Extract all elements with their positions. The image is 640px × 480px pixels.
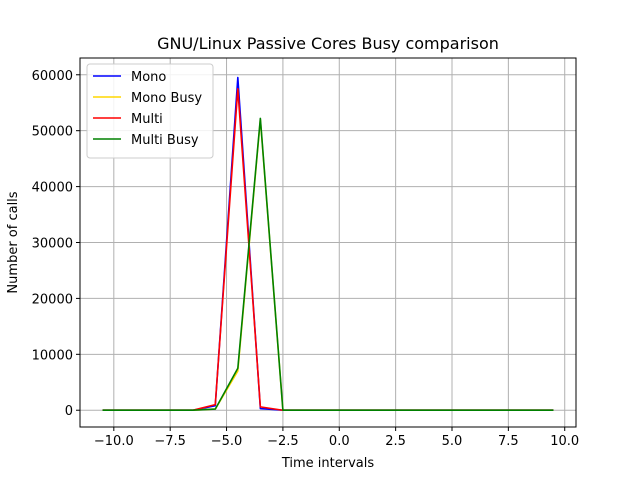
- y-tick-label: 50000: [32, 125, 73, 140]
- legend-label: Mono Busy: [131, 91, 202, 106]
- x-tick-label: −2.5: [267, 434, 299, 449]
- x-tick-label: 0.0: [329, 434, 350, 449]
- y-tick-label: 10000: [32, 348, 73, 363]
- x-tick-label: 2.5: [385, 434, 406, 449]
- series-line-multi-busy: [102, 117, 554, 412]
- x-axis-label: Time intervals: [281, 456, 375, 471]
- series-lines: [102, 76, 554, 412]
- legend-label: Mono: [131, 70, 166, 85]
- y-tick-label: 40000: [32, 181, 73, 196]
- y-tick-label: 60000: [32, 69, 73, 84]
- x-axis-ticks: −10.0 −7.5 −5.0 −2.5 0.0 2.5 5.0 7.5 10.0: [94, 427, 579, 449]
- y-tick-label: 20000: [32, 292, 73, 307]
- x-tick-label: 5.0: [442, 434, 463, 449]
- legend-label: Multi Busy: [131, 133, 199, 148]
- x-tick-label: −5.0: [211, 434, 243, 449]
- x-tick-label: 7.5: [498, 434, 519, 449]
- y-axis-label: Number of calls: [6, 191, 21, 293]
- chart-title: GNU/Linux Passive Cores Busy comparison: [157, 34, 499, 53]
- legend-label: Multi: [131, 112, 163, 127]
- x-tick-label: −10.0: [94, 434, 134, 449]
- y-tick-label: 30000: [32, 237, 73, 252]
- x-tick-label: −7.5: [154, 434, 186, 449]
- y-tick-label: 0: [65, 404, 73, 419]
- x-tick-label: 10.0: [550, 434, 579, 449]
- legend: Mono Mono Busy Multi Multi Busy: [86, 63, 214, 159]
- y-axis-ticks: 0 10000 20000 30000 40000 50000 60000: [32, 69, 80, 419]
- legend-box: [86, 63, 214, 159]
